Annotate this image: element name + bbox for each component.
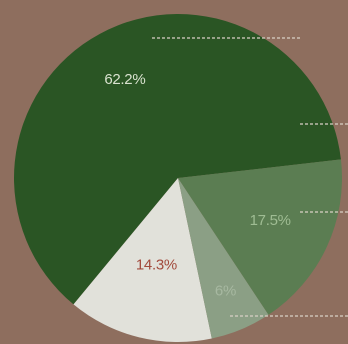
pie-slices bbox=[13, 13, 342, 342]
slice-percent-label: 14.3% bbox=[136, 257, 177, 274]
pie-labels: 62.2% 14.3% 6% 17.5% bbox=[104, 71, 291, 300]
leader-lines bbox=[152, 37, 348, 317]
pie-slice bbox=[178, 178, 269, 339]
slice-percent-label: 6% bbox=[215, 282, 236, 299]
pie-slice bbox=[73, 178, 212, 342]
slice-percent-label: 62.2% bbox=[104, 71, 145, 88]
pie-slice bbox=[13, 13, 341, 305]
pie-slice bbox=[178, 159, 342, 315]
slice-percent-label: 17.5% bbox=[250, 212, 291, 229]
